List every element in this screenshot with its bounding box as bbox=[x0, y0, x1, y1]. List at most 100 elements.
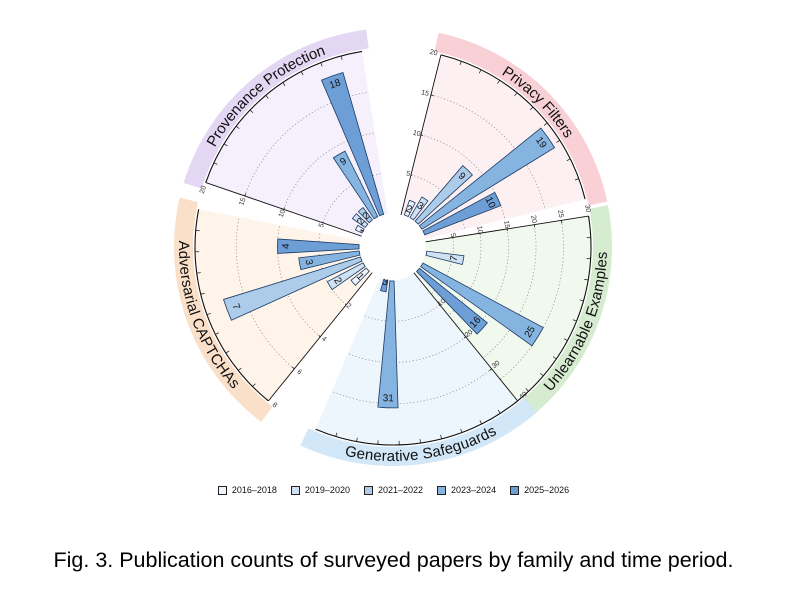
sector-background bbox=[315, 272, 518, 445]
axis-tick-label: 20 bbox=[199, 185, 208, 195]
axis-tick-label: 10 bbox=[437, 298, 448, 308]
bar bbox=[425, 250, 465, 266]
axis-tick bbox=[438, 304, 440, 306]
bar bbox=[416, 267, 488, 335]
axis-tick-label: 20 bbox=[429, 49, 438, 58]
axis-tick bbox=[440, 54, 445, 57]
bar bbox=[420, 262, 544, 347]
axis-tick-label: 15 bbox=[502, 220, 510, 229]
bar bbox=[320, 72, 385, 217]
outer-tick bbox=[300, 71, 304, 76]
legend-swatch bbox=[217, 485, 227, 495]
legend-label: 2019–2020 bbox=[304, 485, 350, 495]
legend-swatch bbox=[363, 485, 373, 495]
outer-tick bbox=[282, 82, 286, 86]
bar-value-label: 7 bbox=[229, 302, 241, 312]
legend-label: 2016–2018 bbox=[231, 485, 277, 495]
legend-item-2021-2022: 2021–2022 bbox=[363, 485, 423, 495]
axis-tick bbox=[463, 336, 466, 339]
bar bbox=[326, 262, 366, 291]
bar bbox=[351, 213, 369, 229]
bar bbox=[354, 224, 365, 234]
outer-tick bbox=[356, 437, 358, 442]
bar bbox=[409, 196, 429, 221]
bar bbox=[422, 191, 502, 236]
legend-swatch bbox=[290, 485, 300, 495]
figure-caption: Fig. 3. Publication counts of surveyed p… bbox=[53, 548, 734, 572]
grid-arc bbox=[445, 233, 482, 318]
outer-tick bbox=[497, 80, 500, 84]
axis-tick bbox=[345, 303, 347, 306]
bar bbox=[277, 238, 360, 254]
bar-value-label: 10 bbox=[483, 195, 498, 210]
axis-tick bbox=[244, 193, 247, 197]
sector-label-band bbox=[183, 29, 369, 189]
bar bbox=[298, 250, 361, 271]
bar-value-label: 9 bbox=[456, 171, 468, 183]
outer-tick bbox=[340, 55, 343, 60]
grid-arc bbox=[495, 220, 564, 384]
axis-tick bbox=[291, 366, 295, 370]
legend-label: 2025–2026 bbox=[524, 485, 570, 495]
bar bbox=[223, 256, 363, 321]
outer-tick bbox=[579, 299, 584, 302]
axis-tick bbox=[265, 398, 269, 402]
sector-label-band bbox=[174, 197, 273, 422]
axis-tick-label: 20 bbox=[464, 329, 475, 339]
outer-tick bbox=[497, 409, 501, 414]
bar-value-label: 31 bbox=[382, 393, 394, 404]
axis-tick bbox=[318, 335, 321, 338]
sector-provenance-protection: 5101520122918Provenance Protection bbox=[183, 29, 388, 237]
bar-value-label: 7 bbox=[449, 254, 461, 262]
bar-value-label: 9 bbox=[338, 156, 349, 169]
axis-tick bbox=[283, 207, 285, 210]
axis-tick-label: 20 bbox=[529, 215, 537, 224]
outer-tick bbox=[440, 434, 442, 440]
axis-tick bbox=[489, 368, 492, 371]
outer-tick bbox=[584, 279, 589, 281]
outer-tick bbox=[196, 272, 201, 274]
sector-label-band bbox=[300, 397, 537, 466]
bar-value-label: 3 bbox=[303, 258, 315, 266]
axis-tick-label: 5 bbox=[449, 233, 457, 238]
outer-tick bbox=[460, 428, 463, 433]
outer-tick bbox=[478, 69, 482, 74]
axis-tick-label: 10 bbox=[278, 209, 287, 219]
axis-tick-label: 25 bbox=[556, 209, 564, 218]
bar bbox=[379, 279, 389, 293]
legend-swatch bbox=[510, 485, 520, 495]
bar-value-label: 1 bbox=[354, 271, 366, 283]
axis-tick bbox=[420, 134, 423, 136]
outer-tick bbox=[563, 338, 568, 341]
outer-tick bbox=[265, 95, 269, 99]
outer-tick bbox=[556, 140, 560, 143]
bar-value-label: 4 bbox=[281, 243, 292, 249]
bar bbox=[414, 165, 474, 225]
axis-tick-label: 30 bbox=[491, 360, 502, 370]
outer-tick bbox=[540, 372, 544, 377]
axis-tick bbox=[588, 215, 590, 220]
bar bbox=[357, 207, 374, 224]
grid-arc bbox=[429, 237, 454, 296]
legend-item-2016-2018: 2016–2018 bbox=[217, 485, 277, 495]
axis-tick-label: 5 bbox=[318, 222, 326, 228]
legend-item-2023-2024: 2023–2024 bbox=[437, 485, 496, 495]
axis-tick-label: 6 bbox=[295, 369, 303, 377]
bar bbox=[403, 199, 416, 218]
outer-tick bbox=[225, 350, 230, 354]
outer-tick bbox=[543, 122, 548, 126]
outer-tick bbox=[238, 367, 242, 371]
axis-tick-label: 40 bbox=[518, 391, 529, 401]
outer-tick bbox=[213, 162, 218, 165]
legend-label: 2023–2024 bbox=[451, 485, 497, 495]
axis-tick bbox=[205, 179, 208, 183]
outer-tick bbox=[566, 158, 571, 162]
outer-tick bbox=[249, 109, 254, 113]
axis-tick-label: 15 bbox=[420, 89, 429, 98]
outer-tick bbox=[552, 356, 557, 360]
outer-tick bbox=[479, 420, 482, 425]
outer-tick bbox=[223, 143, 228, 147]
outer-tick bbox=[335, 432, 338, 437]
